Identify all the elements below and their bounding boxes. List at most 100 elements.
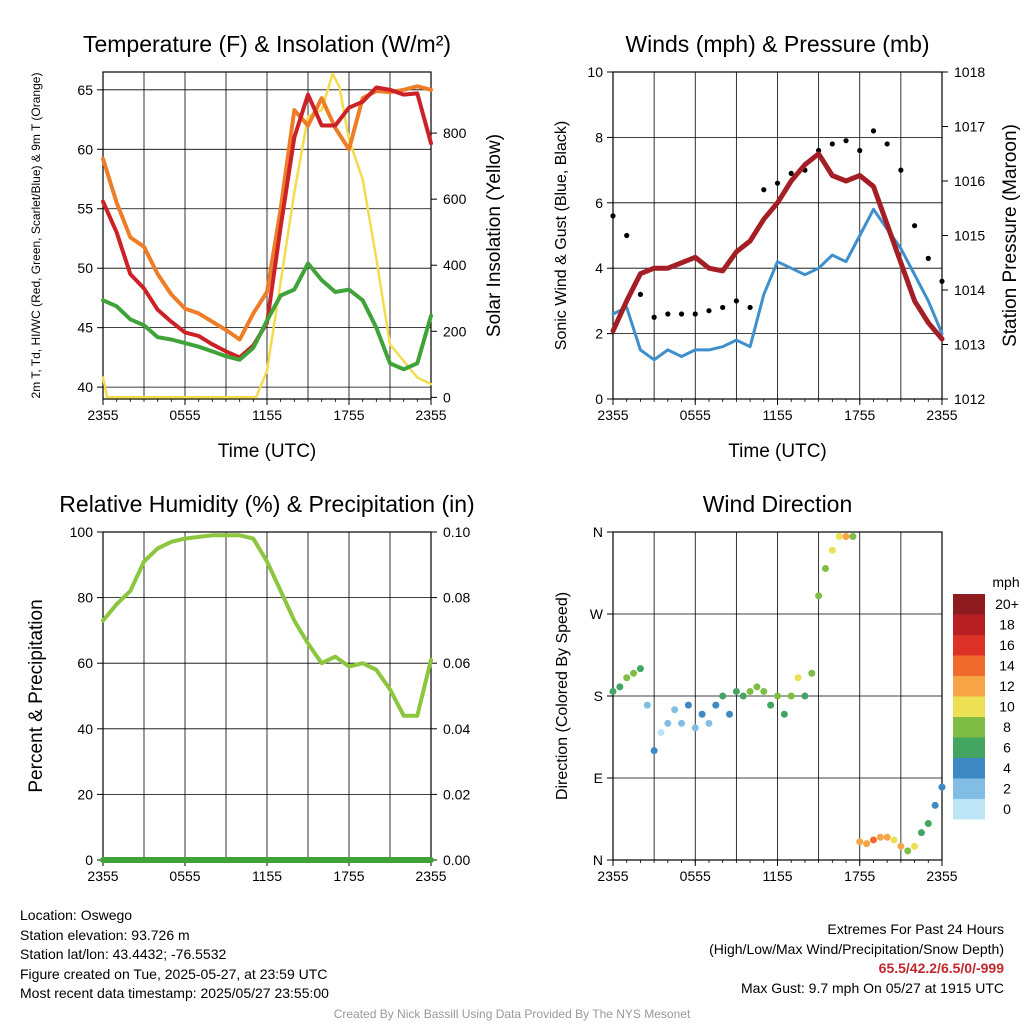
legend-label: 20+ [995,596,1019,612]
direction-point [719,692,727,700]
direction-point [876,833,884,841]
x-tick-label: 2355 [926,407,957,423]
gust-point [637,291,644,297]
station-latlon: Station lat/lon: 43.4432; -76.5532 [20,946,227,962]
y-tick-label: 60 [77,655,93,671]
gust-point [843,138,849,144]
y-tick-label: 10 [587,64,603,80]
direction-point [842,533,850,541]
y-tick-label: 20 [77,786,93,802]
y-tick-label: N [593,524,603,540]
x-tick-label: 1755 [844,407,875,423]
y-tick-label: N [593,852,603,868]
y2-tick-label: 600 [443,191,467,207]
y2-tick-label: 0 [443,389,451,405]
legend-label: 4 [1003,760,1011,776]
direction-point [753,683,761,691]
legend-swatch [953,635,985,656]
station-elevation: Station elevation: 93.726 m [20,926,190,943]
gust-point [665,311,671,317]
x-axis-label: Time (UTC) [728,441,827,462]
extremes-heading: Extremes For Past 24 Hours [827,921,1004,937]
legend-swatch [953,614,985,635]
direction-point [609,687,617,695]
legend-label: 12 [999,678,1015,694]
y-tick-label: 40 [77,379,93,395]
gust-point [692,311,698,317]
direction-point [698,710,706,718]
recent-timestamp: Most recent data timestamp: 2025/05/27 2… [20,985,329,1001]
direction-point [712,701,720,709]
legend-swatch [953,594,985,615]
x-tick-label: 1755 [333,407,364,423]
gust-point [884,141,890,147]
chart-title: Winds (mph) & Pressure (mb) [625,31,929,57]
gust-point [857,147,863,154]
y2-tick-label: 1012 [954,391,985,407]
direction-point [890,836,898,844]
y2-tick-label: 1018 [954,64,985,80]
direction-point [664,719,672,727]
legend-label: 16 [999,637,1015,653]
legend-label: 0 [1003,801,1011,817]
y-tick-label: 80 [77,590,93,606]
insolation-line [101,72,433,399]
direction-point [863,840,871,848]
x-tick-label: 1155 [762,868,792,884]
gust-point [720,304,726,311]
direction-point [636,665,644,673]
gust-point [774,180,781,186]
extremes-subheading: (High/Low/Max Wind/Precipitation/Snow De… [709,940,1004,957]
max-gust: Max Gust: 9.7 mph On 05/27 at 1915 UTC [740,979,1004,996]
direction-point [856,838,864,846]
legend-swatch [953,696,985,717]
x-tick-label: 0555 [680,868,711,884]
x-tick-label: 2355 [597,868,628,884]
direction-point [616,683,624,691]
direction-point [883,833,891,841]
direction-point [691,724,699,732]
y-tick-label: 0 [595,391,603,407]
y-tick-label: 45 [77,320,93,336]
direction-point [684,701,692,709]
x-axis-label: Time (UTC) [218,441,317,462]
humidity-line [101,533,433,718]
station-location: Location: Oswego [20,907,133,923]
legend-label: 8 [1003,719,1011,735]
legend-label: 6 [1003,740,1011,756]
y2-tick-label: 200 [443,323,467,339]
y-tick-label: 0 [85,852,93,868]
direction-point [705,719,713,727]
direction-point [774,692,781,700]
direction-point [767,701,775,709]
direction-point [623,674,631,682]
direction-point [650,747,658,755]
direction-point [835,533,843,541]
x-tick-label: 1755 [844,868,875,884]
legend-swatch [953,758,985,779]
y-axis-label: Percent & Precipitation [26,599,47,792]
y2-tick-label: 1016 [954,173,985,189]
y2-axis-label: Station Pressure (Maroon) [1000,124,1021,347]
x-tick-label: 0555 [680,407,711,423]
chart-title: Relative Humidity (%) & Precipitation (i… [59,491,474,517]
temperature-line [101,84,433,342]
gust-point [624,232,630,239]
direction-point [815,592,823,600]
direction-point [732,687,740,695]
legend-label: 10 [999,699,1015,715]
figure-created: Figure created on Tue, 2025-05-27, at 23… [20,965,328,982]
x-tick-label: 2355 [415,407,446,423]
gust-point [761,187,767,193]
y2-tick-label: 1014 [954,282,985,298]
y-tick-label: 65 [77,82,93,98]
gust-point [733,298,739,304]
direction-point [938,783,946,791]
direction-point [643,701,651,709]
x-tick-label: 1755 [333,868,364,884]
x-tick-label: 2355 [597,407,628,423]
y-tick-label: 2 [595,326,603,342]
gust-point [870,128,877,134]
y-tick-label: 55 [77,201,93,217]
y2-tick-label: 0.06 [443,655,470,671]
